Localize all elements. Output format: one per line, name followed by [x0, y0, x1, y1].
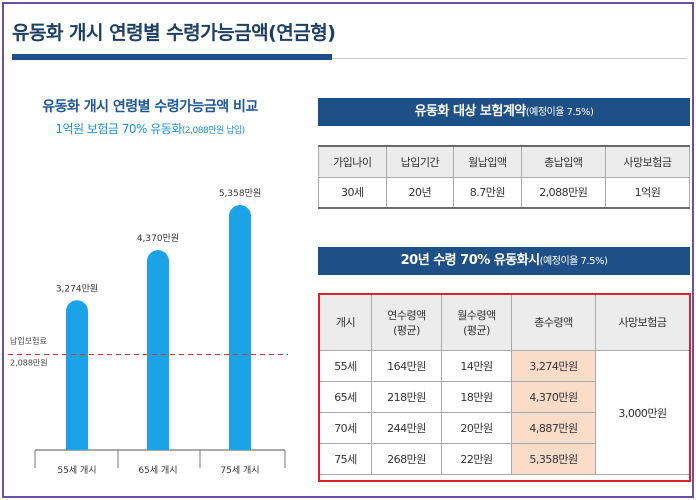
bar-0 [66, 300, 88, 450]
category-label: 65세 개시 [138, 465, 177, 476]
col-header-line1: 연수령액 [387, 308, 426, 322]
bar-1 [147, 250, 169, 450]
reference-label-value: 2,088만원 [10, 359, 48, 368]
conversion-header: 20년 수령 70% 유동화시(예정이율 7.5%) [318, 247, 690, 275]
contract-header: 유동화 대상 보험계약(예정이율 7.5%) [318, 98, 690, 126]
chart-subtitle: 1억원 보험금 70% 유동화(2,088만원 납입) [0, 120, 300, 137]
chart-subtitle-small: (2,088만원 납입) [181, 126, 245, 136]
contract-data-row: 30세 20년 8.7만원 2,088만원 1억원 [318, 176, 691, 209]
contract-col-header: 총납입액 [520, 145, 606, 178]
bar-2 [229, 205, 251, 450]
col-header-line1: 총수령액 [534, 316, 573, 329]
total-cell: 4,370만원 [511, 381, 596, 413]
category-label: 55세 개시 [57, 465, 96, 476]
bar-value-label: 5,358만원 [219, 188, 261, 199]
contract-col-header: 사망보험금 [604, 145, 691, 178]
bar-chart: 3,274만원 55세 개시 4,370만원 65세 개시 5,358만원 75세 개시 납… [8, 188, 288, 476]
bar-value-label: 4,370만원 [137, 233, 179, 244]
col-header-line1: 사망보험금 [618, 316, 667, 329]
monthly-cell: 18만원 [441, 381, 512, 413]
conversion-col-header: 총수령액 [511, 294, 596, 351]
contract-header-title: 유동화 대상 보험계약 [414, 104, 527, 119]
contract-table: 가입나이 납입기간 월납입액 총납입액 사망보험금 30세 20년 8.7만원 … [318, 145, 691, 209]
annual-cell: 164만원 [371, 350, 442, 382]
contract-cell: 8.7만원 [453, 176, 522, 209]
death-benefit-cell: 3,000만원 [595, 350, 690, 475]
total-cell: 5,358만원 [511, 443, 596, 475]
title-underline [12, 54, 332, 60]
contract-cell: 20년 [385, 176, 455, 209]
contract-col-header: 월납입액 [453, 145, 522, 178]
page-title: 유동화 개시 연령별 수령가능금액(연금형) [12, 22, 336, 44]
conversion-col-header: 개시 [319, 294, 372, 351]
age-cell: 70세 [319, 412, 372, 444]
annual-cell: 218만원 [371, 381, 442, 413]
col-header-line2: (평균) [463, 323, 490, 337]
age-cell: 75세 [319, 443, 372, 475]
total-cell: 4,887만원 [511, 412, 596, 444]
age-cell: 55세 [319, 350, 372, 382]
contract-cell: 1억원 [604, 176, 691, 209]
col-header-line2: (평균) [393, 323, 420, 337]
chart-title: 유동화 개시 연령별 수령가능금액 비교 [42, 99, 258, 115]
monthly-cell: 20만원 [441, 412, 512, 444]
conversion-table: 개시 연수령액 (평균) 월수령액 (평균) 총수령액 사망보험금 55세 164만… [319, 294, 690, 475]
monthly-cell: 22만원 [441, 443, 512, 475]
contract-col-header: 납입기간 [385, 145, 455, 178]
col-header-line1: 개시 [335, 316, 356, 329]
conversion-col-header: 연수령액 (평균) [371, 294, 442, 351]
monthly-cell: 14만원 [441, 350, 512, 382]
conversion-header-title: 20년 수령 70% 유동화시 [400, 253, 541, 268]
conversion-col-header: 월수령액 (평균) [441, 294, 512, 351]
col-header-line1: 월수령액 [457, 308, 496, 322]
total-cell: 3,274만원 [511, 350, 596, 382]
bar-value-label: 3,274만원 [56, 283, 98, 294]
contract-header-note: (예정이율 7.5%) [525, 107, 594, 118]
reference-label-title: 납입보험료 [10, 337, 47, 346]
annual-cell: 244만원 [371, 412, 442, 444]
category-label: 75세 개시 [220, 465, 259, 476]
contract-cell: 2,088만원 [520, 176, 606, 209]
age-cell: 65세 [319, 381, 372, 413]
conversion-row: 75세 268만원 22만원 5,358만원 [319, 443, 690, 475]
conversion-row: 55세 164만원 14만원 3,274만원 3,000만원 [319, 350, 690, 475]
chart-subtitle-main: 1억원 보험금 70% 유동화 [55, 122, 182, 136]
contract-cell: 30세 [318, 176, 387, 209]
contract-col-header: 가입나이 [318, 145, 387, 178]
title-divider [332, 58, 687, 59]
contract-header-row: 가입나이 납입기간 월납입액 총납입액 사망보험금 [318, 145, 691, 178]
conversion-header-note: (예정이율 7.5%) [539, 256, 608, 267]
conversion-header-row: 개시 연수령액 (평균) 월수령액 (평균) 총수령액 사망보험금 [319, 294, 690, 351]
conversion-col-header: 사망보험금 [595, 294, 690, 351]
annual-cell: 268만원 [371, 443, 442, 475]
